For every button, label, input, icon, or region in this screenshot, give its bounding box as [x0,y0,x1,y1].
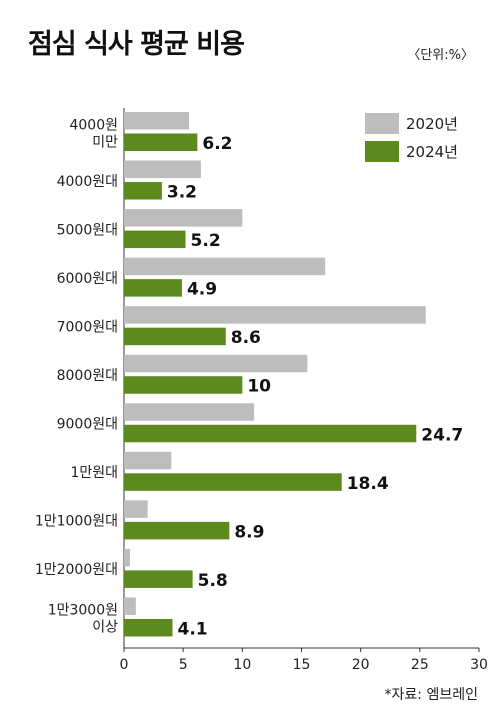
bar-value-label: 5.2 [191,231,221,251]
bar-2020 [124,403,255,421]
category-label: 6000원대 [57,271,118,287]
bar-2024 [124,570,193,588]
bar-value-label: 8.9 [234,522,264,542]
bar-2024 [124,327,226,346]
category-label: 1만3000원 [48,603,118,619]
x-tick-label: 20 [352,657,370,673]
legend-label-2020: 2020년 [406,115,458,133]
bar-2024 [124,376,243,394]
category-label: 1만1000원대 [35,514,118,530]
x-tick-label: 0 [120,657,129,673]
bar-2024 [124,473,342,491]
source-note: *자료: 엠브레인 [384,687,478,703]
bar-2020 [124,112,190,130]
legend-swatch-2024 [365,141,399,162]
bar-2024 [124,182,162,200]
bar-2020 [124,306,426,324]
category-label: 이상 [92,620,118,636]
bar-2024 [124,521,230,540]
bar-2024 [124,279,182,297]
bar-value-label: 4.9 [187,280,217,300]
bar-2020 [124,451,172,470]
category-label: 7000원대 [57,319,118,335]
bar-2020 [124,209,243,227]
unit-note: 〈단위:%〉 [407,48,474,63]
bar-2020 [124,354,308,373]
bar-value-label: 3.2 [167,183,197,203]
bar-value-label: 18.4 [347,474,389,494]
category-label: 4000원대 [57,174,118,190]
category-label: 1만원대 [70,465,118,481]
bar-2020 [124,160,201,179]
category-label: 1만2000원대 [35,562,118,578]
x-tick-label: 5 [179,657,188,673]
bar-2024 [124,133,198,151]
bar-2020 [124,548,130,567]
bar-value-label: 8.6 [231,328,261,348]
legend-label-2024: 2024년 [406,143,458,161]
bar-2024 [124,230,186,249]
x-tick-label: 15 [293,657,311,673]
bar-2020 [124,597,136,615]
bar-value-label: 6.2 [202,134,232,154]
category-label: 9000원대 [57,417,118,433]
x-tick-label: 30 [470,657,488,673]
bar-value-label: 5.8 [198,571,228,591]
bar-2020 [124,257,326,276]
category-label: 4000원 [69,117,118,133]
legend-swatch-2020 [365,113,399,134]
bar-value-label: 24.7 [421,425,463,445]
category-label: 미만 [92,134,118,150]
x-tick-label: 10 [233,657,251,673]
category-label: 8000원대 [57,368,118,384]
bar-value-label: 4.1 [178,619,208,639]
x-tick-label: 25 [411,657,429,673]
category-label: 5000원대 [57,222,118,238]
chart-title: 점심 식사 평균 비용 [28,29,245,60]
bar-2024 [124,618,173,637]
bar-value-label: 10 [247,377,271,397]
bar-2020 [124,500,148,518]
bar-2024 [124,424,417,443]
